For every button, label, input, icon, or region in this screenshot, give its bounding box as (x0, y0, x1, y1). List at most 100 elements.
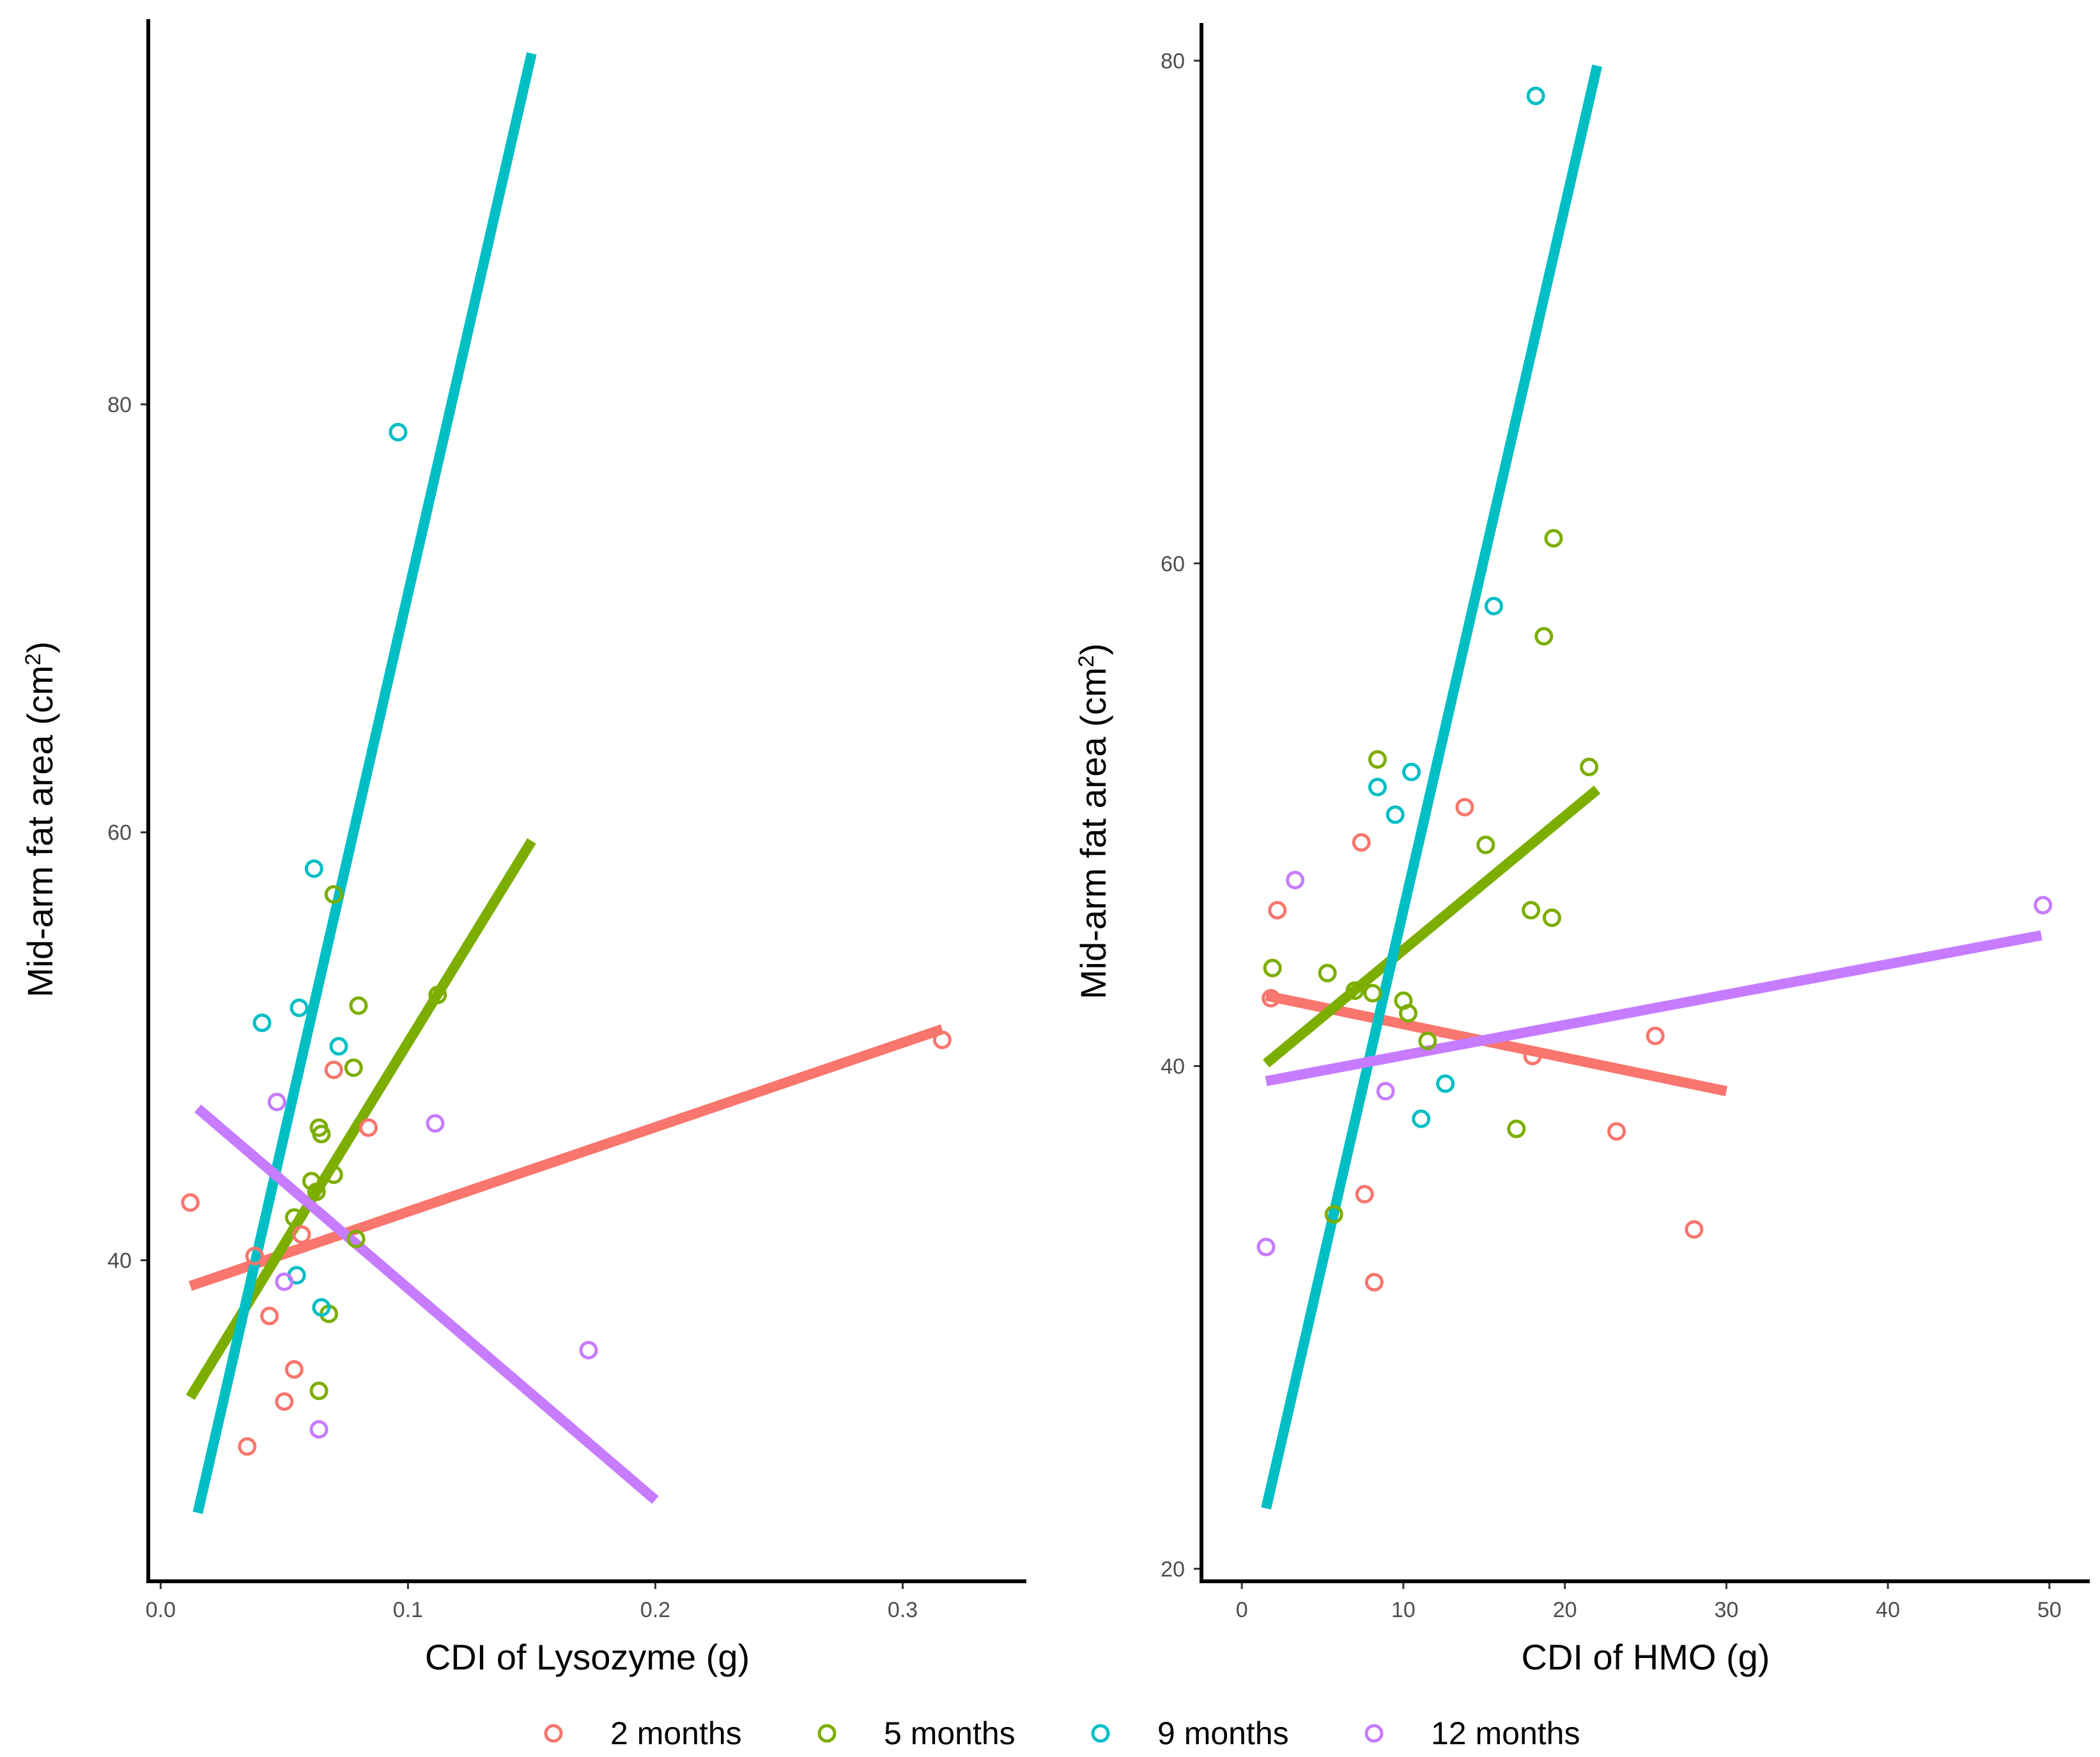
hmo-point-5-months (1418, 1031, 1437, 1050)
hmo-trend-line-12-months (1265, 930, 2042, 1087)
lysozyme-point-2-months (359, 1118, 378, 1137)
hmo-point-12-months (1256, 1238, 1276, 1257)
legend-marker-9-months (1091, 1724, 1110, 1743)
hmo-y-tick-label: 80 (1161, 49, 1185, 73)
lysozyme-point-2-months (245, 1247, 264, 1266)
lysozyme-y-tick-label: 80 (107, 393, 132, 417)
hmo-point-5-months (1542, 908, 1561, 927)
hmo-x-tick-label: 40 (1876, 1598, 1900, 1622)
hmo-point-9-months (1526, 86, 1545, 105)
hmo-points (1256, 86, 2053, 1292)
lysozyme-y-axis-title-end: ) (20, 641, 60, 654)
lysozyme-point-12-months (426, 1114, 445, 1133)
lysozyme-point-2-months (275, 1392, 294, 1411)
hmo-point-2-months (1352, 832, 1371, 852)
legend-item-2-months: 2 months (544, 1715, 742, 1751)
hmo-point-2-months (1607, 1122, 1626, 1141)
lysozyme-point-12-months (267, 1093, 286, 1112)
hmo-point-9-months (1386, 805, 1405, 824)
lysozyme-point-5-months (324, 1165, 343, 1185)
lysozyme-point-9-months (252, 1013, 272, 1032)
hmo-point-5-months (1345, 981, 1364, 1001)
lysozyme-point-2-months (260, 1307, 279, 1326)
hmo-point-12-months (1286, 870, 1305, 889)
hmo-point-5-months (1398, 1004, 1417, 1023)
lysozyme-x-axis-title: CDI of Lysozyme (g) (425, 1637, 750, 1677)
hmo-point-5-months (1544, 528, 1563, 548)
lysozyme-point-5-months (344, 1058, 363, 1077)
lysozyme-y-axis-title-main: Mid-arm fat area (cm (20, 665, 60, 997)
lysozyme-point-9-months (312, 1298, 331, 1317)
hmo-y-axis-title: Mid-arm fat area (cm2) (1073, 643, 1113, 999)
lysozyme-point-5-months (284, 1208, 304, 1227)
legend-marker-2-months (544, 1724, 563, 1743)
hmo-point-12-months (1376, 1082, 1395, 1101)
lysozyme-ticks: 0.0 0.1 0.2 0.3 40 60 80 (107, 393, 918, 1622)
lysozyme-point-2-months (292, 1225, 311, 1244)
lysozyme-point-9-months (329, 1037, 348, 1056)
legend-item-5-months: 5 months (817, 1715, 1015, 1751)
hmo-y-tick-label: 40 (1161, 1055, 1185, 1079)
hmo-point-5-months (1534, 627, 1554, 646)
hmo-point-2-months (1646, 1026, 1665, 1045)
lysozyme-trend-lines (185, 52, 944, 1514)
hmo-point-5-months (1368, 750, 1387, 769)
hmo-point-12-months (2034, 896, 2053, 915)
lysozyme-point-9-months (389, 422, 408, 441)
legend-marker-5-months (817, 1724, 837, 1743)
hmo-point-2-months (1355, 1185, 1374, 1204)
hmo-panel: 0 10 20 30 40 50 20 40 60 80 CDI of HMO (g) Mid-a… (1073, 23, 2090, 1677)
lysozyme-y-axis-title: Mid-arm fat area (cm2) (20, 641, 60, 997)
lysozyme-point-5-months (324, 885, 343, 904)
hmo-point-9-months (1368, 778, 1387, 797)
lysozyme-point-5-months (428, 985, 447, 1004)
lysozyme-x-tick-label: 0.0 (146, 1598, 176, 1622)
hmo-y-axis-title-main: Mid-arm fat area (cm (1073, 667, 1113, 999)
hmo-x-tick-label: 0 (1236, 1598, 1248, 1622)
lysozyme-y-tick-label: 40 (107, 1249, 132, 1273)
hmo-x-axis-title: CDI of HMO (g) (1522, 1637, 1770, 1677)
lysozyme-point-12-months (275, 1272, 294, 1291)
lysozyme-point-9-months (304, 859, 323, 878)
hmo-y-axis-title-end: ) (1073, 643, 1113, 656)
legend-item-9-months: 9 months (1091, 1715, 1289, 1751)
hmo-point-5-months (1363, 983, 1382, 1002)
lysozyme-x-tick-label: 0.1 (393, 1598, 423, 1622)
hmo-point-9-months (1436, 1074, 1455, 1093)
lysozyme-point-5-months (309, 1381, 328, 1400)
hmo-y-axis-title-sup: 2 (1074, 656, 1099, 668)
lysozyme-x-tick-label: 0.3 (888, 1598, 918, 1622)
lysozyme-trend-line-12-months (194, 1104, 659, 1504)
lysozyme-point-2-months (238, 1437, 257, 1456)
hmo-trend-line-2-months (1265, 990, 1727, 1096)
lysozyme-x-tick-label: 0.2 (640, 1598, 670, 1622)
hmo-point-2-months (1685, 1220, 1704, 1239)
lysozyme-point-2-months (324, 1061, 343, 1080)
lysozyme-point-5-months (307, 1182, 326, 1201)
lysozyme-y-tick-label: 60 (107, 821, 132, 845)
hmo-point-9-months (1402, 762, 1421, 781)
legend-label-5-months: 5 months (884, 1715, 1015, 1751)
hmo-ticks: 0 10 20 30 40 50 20 40 60 80 (1161, 49, 2062, 1622)
lysozyme-points (181, 422, 952, 1456)
hmo-x-tick-label: 50 (2037, 1598, 2062, 1622)
hmo-y-tick-label: 20 (1161, 1557, 1185, 1581)
hmo-trend-line-5-months (1262, 785, 1601, 1068)
hmo-point-5-months (1324, 1205, 1343, 1224)
lysozyme-y-axis-title-sup: 2 (21, 654, 45, 666)
hmo-point-2-months (1262, 988, 1281, 1008)
lysozyme-panel: 0.0 0.1 0.2 0.3 40 60 80 CDI of Lysozyme (g) M… (20, 19, 1026, 1677)
hmo-x-tick-label: 30 (1714, 1598, 1738, 1622)
hmo-point-9-months (1412, 1109, 1431, 1128)
lysozyme-trend-line-9-months (192, 52, 537, 1514)
hmo-trend-lines (1261, 65, 2042, 1510)
legend-marker-12-months (1364, 1724, 1384, 1743)
lysozyme-point-2-months (181, 1193, 200, 1212)
hmo-point-9-months (1484, 597, 1503, 616)
hmo-point-5-months (1318, 963, 1337, 983)
legend-label-2-months: 2 months (610, 1715, 742, 1751)
legend-item-12-months: 12 months (1364, 1715, 1580, 1751)
lysozyme-point-2-months (284, 1360, 304, 1379)
lysozyme-point-5-months (312, 1124, 331, 1144)
